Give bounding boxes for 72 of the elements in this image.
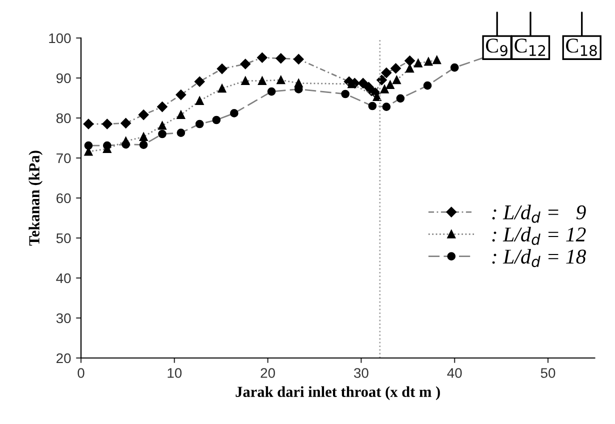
point: [122, 140, 130, 149]
point: [358, 78, 368, 88]
legend-label: : L/d$_{d}$ = 12: [492, 226, 586, 245]
y-tick-label: 50: [56, 233, 71, 244]
y-tick-label: 100: [49, 33, 71, 44]
point: [376, 74, 387, 86]
point: [341, 90, 350, 98]
point: [240, 58, 250, 70]
point: [381, 68, 392, 78]
point: [83, 118, 94, 130]
point: [139, 132, 148, 141]
point: [423, 81, 432, 90]
point: [120, 118, 131, 128]
point: [176, 128, 186, 137]
annotation: C$_{9}$: [486, 38, 508, 56]
annotation: C$_{12}$: [514, 38, 546, 56]
point: [176, 110, 186, 119]
point: [218, 84, 226, 93]
point: [294, 54, 304, 64]
x-tick-label: 40: [447, 368, 462, 378]
point: [195, 96, 204, 105]
y-tick-label: 30: [56, 313, 71, 324]
y-tick-label: 60: [56, 193, 71, 204]
point: [368, 102, 377, 110]
point: [194, 76, 205, 87]
point: [139, 140, 148, 149]
point: [102, 141, 112, 150]
point: [195, 120, 204, 128]
y-tick-label: 70: [56, 153, 71, 164]
point: [406, 64, 414, 73]
x-tick-label: 20: [260, 368, 275, 378]
point: [392, 76, 401, 84]
point: [212, 116, 221, 124]
point: [432, 56, 442, 64]
y-tick-label: 90: [56, 73, 71, 84]
x-tick-label: 30: [354, 368, 368, 378]
point: [157, 102, 168, 112]
point: [386, 80, 394, 89]
point: [158, 121, 166, 130]
x-axis-title: Jarak dari inlet throat (x dt m ): [236, 386, 440, 400]
point: [276, 53, 286, 64]
point: [257, 52, 268, 63]
point: [267, 87, 276, 96]
x-tick-label: 10: [168, 368, 182, 378]
point: [414, 59, 422, 68]
point: [404, 56, 415, 66]
point: [396, 94, 405, 103]
point: [176, 90, 186, 100]
point: [276, 76, 286, 84]
point: [216, 64, 228, 74]
y-tick-label: 80: [56, 113, 71, 124]
point: [158, 130, 166, 138]
point: [102, 118, 112, 130]
point: [380, 85, 389, 94]
point: [348, 80, 356, 88]
y-axis-title: Tekanan (kPa): [28, 150, 43, 246]
point: [382, 102, 391, 111]
point: [390, 63, 401, 74]
legend-label: : L/d$_{d}$ = 9: [492, 204, 586, 223]
point: [450, 63, 459, 72]
annotation: C$_{18}$: [566, 38, 597, 56]
point: [230, 109, 238, 118]
x-tick-label: 50: [540, 368, 556, 378]
legend-label: : L/d$_{d}$ = 18: [492, 249, 586, 268]
x-tick-label: 0: [78, 368, 84, 378]
point: [138, 110, 149, 120]
y-tick-label: 20: [56, 353, 71, 364]
y-tick-label: 40: [56, 273, 71, 284]
point: [241, 76, 250, 85]
point: [84, 141, 93, 150]
point: [424, 57, 433, 66]
point: [258, 76, 266, 85]
